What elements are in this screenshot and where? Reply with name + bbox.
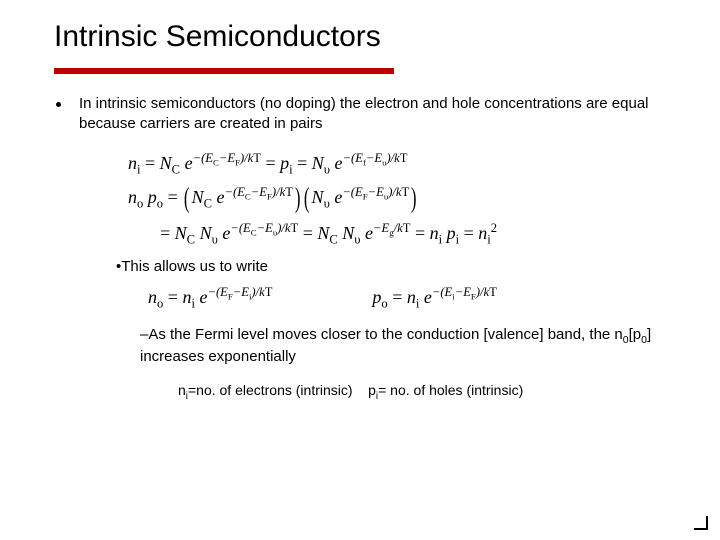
eq-line-3: = NC Nυ e−(EC−Eυ)/kT = NC Nυ e−Eg/kT = n… xyxy=(160,221,680,248)
def-p-txt: = no. of holes (intrinsic) xyxy=(378,382,523,398)
equation-block-1: ni = NC e−(EC−EF)/kT = pi = Nυ e−(Ef−Eυ)… xyxy=(128,151,680,248)
def-n-txt: =no. of electrons (intrinsic) xyxy=(188,382,353,398)
sub-bullet-text: This allows us to write xyxy=(121,258,268,275)
eq-line-1: ni = NC e−(EC−EF)/kT = pi = Nυ e−(Ef−Eυ)… xyxy=(128,151,680,178)
slide: Intrinsic Semiconductors In intrinsic se… xyxy=(0,0,720,540)
sub-bullet: •This allows us to write xyxy=(116,258,680,275)
eq-po: po = ni e−(Ei−EF)/kT xyxy=(372,285,496,312)
def-n: n xyxy=(178,382,186,398)
equation-row-2: no = ni e−(EF−Ei)/kT po = ni e−(Ei−EF)/k… xyxy=(148,285,680,312)
definitions: ni=no. of electrons (intrinsic) pi= no. … xyxy=(178,382,680,402)
eq-no: no = ni e−(EF−Ei)/kT xyxy=(148,285,272,312)
bullet-dot xyxy=(56,102,61,107)
corner-mark-icon xyxy=(694,516,708,530)
accent-bar xyxy=(54,68,394,74)
bullet-row-1: In intrinsic semiconductors (no doping) … xyxy=(48,94,680,135)
dash-note-mid: [p xyxy=(629,326,642,343)
bullet-text-1: In intrinsic semiconductors (no doping) … xyxy=(79,94,680,135)
eq-line-2: no po = (NC e−(EC−EF)/kT)(Nυ e−(EF−Eυ)/k… xyxy=(128,183,680,215)
def-p: p xyxy=(368,382,376,398)
slide-title: Intrinsic Semiconductors xyxy=(54,20,680,54)
dash-note-a: –As the Fermi level moves closer to the … xyxy=(140,326,623,343)
dash-note: –As the Fermi level moves closer to the … xyxy=(140,325,680,367)
